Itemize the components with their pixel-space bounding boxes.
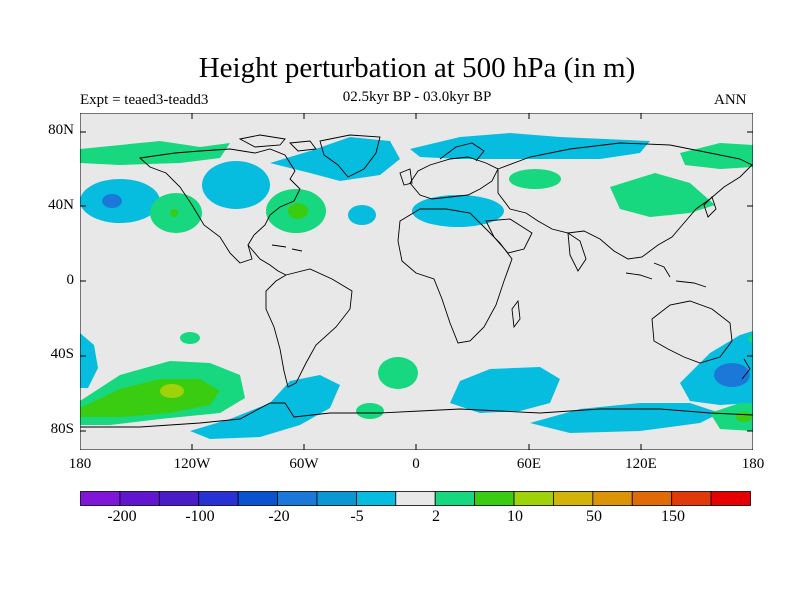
anomaly-patch [348, 205, 376, 225]
anomaly-patch [80, 379, 220, 417]
colorbar-label: -200 [107, 508, 137, 525]
colorbar-box [80, 491, 121, 506]
lat-label: 80S [50, 421, 74, 437]
anomaly-patch [509, 169, 561, 189]
colorbar-label: -5 [350, 508, 364, 525]
colorbar-box [553, 491, 594, 506]
coastline-central-america [247, 244, 287, 276]
lat-label: 40S [50, 346, 74, 362]
colorbar-box [277, 491, 318, 506]
anomaly-patch [202, 161, 270, 209]
lon-label: 0 [412, 456, 420, 472]
coastline-scandinavia [439, 142, 485, 162]
colorbar-box [513, 491, 554, 506]
lon-label: 180 [741, 456, 765, 472]
coastline-uk [399, 168, 413, 186]
map-subtitle: 02.5kyr BP - 03.0kyr BP [342, 89, 492, 105]
colorbar-box [434, 491, 476, 506]
anomaly-patch [410, 133, 650, 159]
anomaly-patch [748, 335, 753, 343]
anomaly-patch [180, 332, 200, 344]
map-title: Height perturbation at 500 hPa (in m) [198, 52, 636, 84]
colorbar-label: 2 [432, 508, 440, 525]
colorbar-box [198, 491, 239, 506]
colorbar-box [355, 491, 397, 506]
colorbar [80, 491, 751, 506]
coastline-indonesia [625, 262, 707, 288]
anomaly-patch [80, 333, 98, 388]
lon-label: 120W [173, 456, 211, 472]
coastline-north-america [138, 148, 301, 264]
anomaly-patch [270, 137, 400, 181]
colorbar-box [119, 491, 160, 506]
anomaly-patch [356, 403, 384, 419]
colorbar-box [631, 491, 673, 506]
anomaly-patch [102, 194, 122, 208]
lon-label: 60W [289, 456, 319, 472]
anomaly-patch [714, 363, 750, 387]
anomaly-patch [610, 173, 715, 217]
coastline-india [567, 232, 587, 272]
coastline-south-america [265, 268, 353, 388]
anomaly-patch [680, 143, 753, 169]
colorbar-label: 150 [661, 508, 685, 525]
coastline-arctic-islands [238, 134, 317, 152]
colorbar-box [592, 491, 633, 506]
lon-label: 60E [516, 456, 542, 472]
coastline-greenland [319, 134, 381, 178]
colorbar-label: -20 [268, 508, 290, 525]
lat-label: 80N [48, 122, 74, 138]
colorbar-box [237, 491, 278, 506]
colorbar-label: 10 [507, 508, 523, 525]
coastline-antarctica [80, 402, 753, 428]
colorbar-label: 50 [586, 508, 602, 525]
anomaly-patch [160, 384, 184, 398]
colorbar-label: -100 [185, 508, 215, 525]
coastline-africa [397, 208, 513, 344]
lat-label: 0 [66, 272, 75, 288]
lat-label: 40N [48, 197, 74, 213]
anomaly-patch [450, 367, 560, 413]
colorbar-box [158, 491, 200, 506]
colorbar-box [710, 491, 751, 506]
experiment-label: Expt = teaed3-teadd3 [80, 92, 209, 108]
coastline-madagascar [511, 299, 521, 329]
colorbar-box [316, 491, 357, 506]
coastline-australia [651, 300, 733, 364]
colorbar-box [395, 491, 436, 506]
coastline-japan [703, 196, 717, 218]
axis-ticks [80, 113, 753, 450]
coastline-asia [497, 142, 753, 260]
coastline-new-zealand [741, 358, 751, 380]
lon-label: 180 [68, 456, 92, 472]
map-panel [80, 113, 753, 450]
lon-label: 120E [625, 456, 657, 472]
season-label: ANN [714, 92, 747, 108]
anomaly-patch [190, 375, 340, 439]
colorbar-box [474, 491, 515, 506]
coastlines [80, 134, 753, 428]
anomaly-patch [710, 403, 753, 431]
colorbar-box [671, 491, 712, 506]
anomaly-patch [80, 141, 230, 165]
coastline-arabia [485, 218, 533, 254]
anomaly-patch [288, 203, 308, 219]
coastline-caribbean [271, 244, 303, 252]
anomaly-patch [378, 357, 418, 389]
coastline-europe [409, 156, 499, 200]
anomaly-patch [736, 412, 752, 422]
anomaly-patch [170, 209, 178, 217]
